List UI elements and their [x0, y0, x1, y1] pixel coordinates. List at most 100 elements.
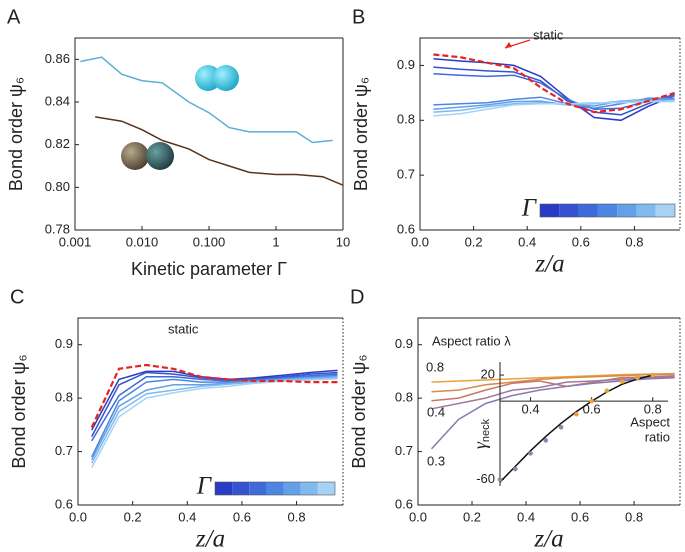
x-tick-label: 1	[272, 234, 279, 249]
data-point	[497, 477, 503, 482]
colorbar-swatch	[540, 204, 560, 217]
y-axis-label: γneck	[470, 418, 492, 449]
y-axis-label-symbol: γ	[470, 441, 490, 449]
colorbar-swatch	[597, 204, 618, 217]
y-tick-label: 0.6	[55, 496, 73, 511]
series-line	[431, 373, 675, 393]
x-axis-label: z/a	[534, 251, 564, 278]
y-axis-label: Bond order ψ₆	[349, 354, 369, 468]
x-tick-label: 0.2	[124, 509, 142, 524]
x-tick-label: 0.6	[572, 234, 590, 249]
x-tick-label: 0.0	[69, 509, 87, 524]
y-tick-label: 0.86	[45, 51, 70, 66]
colorbar-frame	[539, 203, 676, 218]
x-tick-label: 0.0	[411, 234, 429, 249]
colorbar-swatch	[578, 204, 598, 217]
annotation: static	[533, 27, 564, 42]
panel-label: B	[352, 6, 365, 28]
data-point	[574, 411, 579, 417]
dimer-icon-cyan	[195, 65, 239, 91]
data-point	[635, 375, 640, 380]
annotation: static	[168, 321, 199, 336]
colorbar-swatch	[249, 482, 267, 495]
x-axis-label: Kinetic parameter Γ	[131, 259, 287, 279]
series-line	[91, 376, 338, 460]
x-axis-label: ratio	[645, 430, 670, 445]
panel-label: C	[10, 286, 24, 308]
y-axis-label: Bond order ψ₆	[351, 77, 371, 191]
series-line	[431, 372, 675, 383]
data-point	[604, 388, 610, 394]
y-tick-label: 0.78	[45, 221, 70, 236]
series-line	[91, 373, 338, 442]
x-tick-label: 0.2	[463, 509, 481, 524]
data-point	[512, 466, 518, 472]
y-tick-label: 0.7	[55, 443, 73, 458]
panel: C Bond order ψ₆ z/a 0.6 0.7 0.8 0.9 0.0 0.2 0.4 0.…	[9, 286, 344, 552]
y-axis-label: Bond order ψ₆	[6, 77, 26, 191]
y-tick-label: 0.6	[397, 221, 415, 236]
annotation-arrowhead	[505, 42, 512, 48]
axis-frame	[417, 317, 680, 506]
x-tick-label: 0.2	[465, 234, 483, 249]
colorbar-swatch	[215, 482, 233, 495]
colorbar-swatch	[617, 204, 637, 217]
x-axis-label: z/a	[195, 526, 225, 552]
y-tick-label: 0.80	[45, 179, 70, 194]
colorbar-swatch	[636, 204, 656, 217]
x-tick-label: 0.4	[517, 509, 535, 524]
y-axis-label: Bond order ψ₆	[9, 354, 29, 468]
y-tick-label: 0.9	[395, 336, 413, 351]
colorbar-swatch	[655, 204, 675, 217]
x-tick-label: 0.4	[518, 234, 536, 249]
series-line	[91, 377, 338, 464]
series-line	[80, 56, 333, 144]
x-tick-label: 0.6	[233, 509, 251, 524]
y-tick-label: 0.82	[45, 136, 70, 151]
x-tick-label: 0.001	[59, 234, 92, 249]
x-tick-label: 0.8	[644, 402, 662, 417]
colorbar-swatch	[559, 204, 579, 217]
x-tick-label: 10	[336, 234, 350, 249]
colorbar-label: Γ	[521, 195, 538, 222]
panel-label: D	[350, 286, 364, 308]
x-tick-label: 0.8	[625, 234, 643, 249]
x-tick-label: 0.8	[288, 509, 306, 524]
y-tick-label: -60	[476, 471, 495, 486]
data-point	[650, 372, 656, 378]
series-line	[499, 374, 653, 483]
series-line	[431, 376, 675, 410]
y-tick-label: 0.6	[395, 496, 413, 511]
panel-label: A	[7, 6, 21, 28]
dimer-icon-brown	[121, 142, 174, 170]
colorbar-frame	[214, 481, 336, 496]
series-label: 0.3	[427, 453, 445, 468]
axis-frame	[419, 37, 680, 231]
x-tick-label: 0.6	[571, 509, 589, 524]
y-tick-label: 0.8	[397, 112, 415, 127]
y-axis-label-subscript: neck	[480, 418, 492, 442]
series-line	[433, 53, 675, 114]
x-axis-label: Aspect	[630, 415, 670, 430]
x-tick-label: 0.0	[409, 509, 427, 524]
y-tick-label: 0.9	[397, 57, 415, 72]
x-tick-label: 0.6	[583, 402, 601, 417]
y-tick-label: 0.8	[55, 390, 73, 405]
y-tick-label: 20	[481, 366, 495, 381]
series-label: 0.4	[427, 404, 445, 419]
colorbar-swatch	[300, 482, 318, 495]
series-line	[433, 72, 675, 111]
colorbar-swatch	[317, 482, 335, 495]
series-line	[91, 378, 338, 468]
series-line	[90, 363, 338, 428]
series-line	[95, 116, 344, 186]
colorbar-swatch	[266, 482, 284, 495]
series-label: 0.8	[426, 359, 444, 374]
series-line	[433, 100, 675, 117]
x-tick-label: 0.100	[193, 234, 226, 249]
x-tick-label: 0.8	[625, 509, 643, 524]
data-point	[589, 398, 594, 404]
y-tick-label: 0.84	[45, 93, 70, 108]
